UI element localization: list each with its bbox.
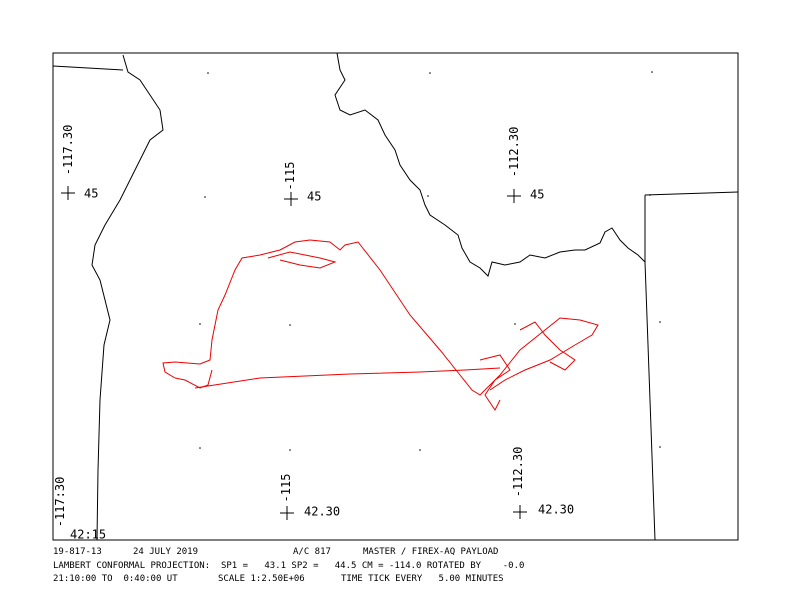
lat-label: 42:15 <box>70 528 106 542</box>
lon-label: -112.30 <box>507 127 521 178</box>
lon-label: -112.30 <box>511 447 525 498</box>
graticule-labels: -117.30 45 -115 45 -112.30 45 -117:30 42… <box>53 125 574 542</box>
map-frame <box>52 52 739 541</box>
lat-label: 45 <box>530 188 544 202</box>
graticule-dots <box>199 71 661 451</box>
state-borders <box>52 52 739 541</box>
graticule-crosses <box>61 186 527 520</box>
footer-text: LAMBERT CONFORMAL PROJECTION: SP1 = 43.1… <box>53 561 524 571</box>
footer-text: 19-817-13 <box>53 547 102 557</box>
flight-track <box>162 239 599 411</box>
footer-text: A/C 817 <box>293 547 331 557</box>
lat-label: 42.30 <box>304 505 340 519</box>
footer-text: 24 JULY 2019 <box>133 547 198 557</box>
lat-label: 45 <box>84 187 98 201</box>
lat-label: 42.30 <box>538 503 574 517</box>
lon-label: -117.30 <box>61 125 75 176</box>
footer-text: 21:10:00 TO 0:40:00 UT <box>53 574 178 584</box>
footer-text: SCALE 1:2.50E+06 <box>218 574 305 584</box>
footer-text: MASTER / FIREX-AQ PAYLOAD <box>363 547 498 557</box>
footer-text: TIME TICK EVERY 5.00 MINUTES <box>341 574 504 584</box>
lon-label: -115 <box>283 162 297 191</box>
footer: 19-817-13 24 JULY 2019 A/C 817 MASTER / … <box>53 547 524 584</box>
lon-label: -117:30 <box>53 477 67 528</box>
lat-label: 45 <box>307 190 321 204</box>
lon-label: -115 <box>279 474 293 503</box>
